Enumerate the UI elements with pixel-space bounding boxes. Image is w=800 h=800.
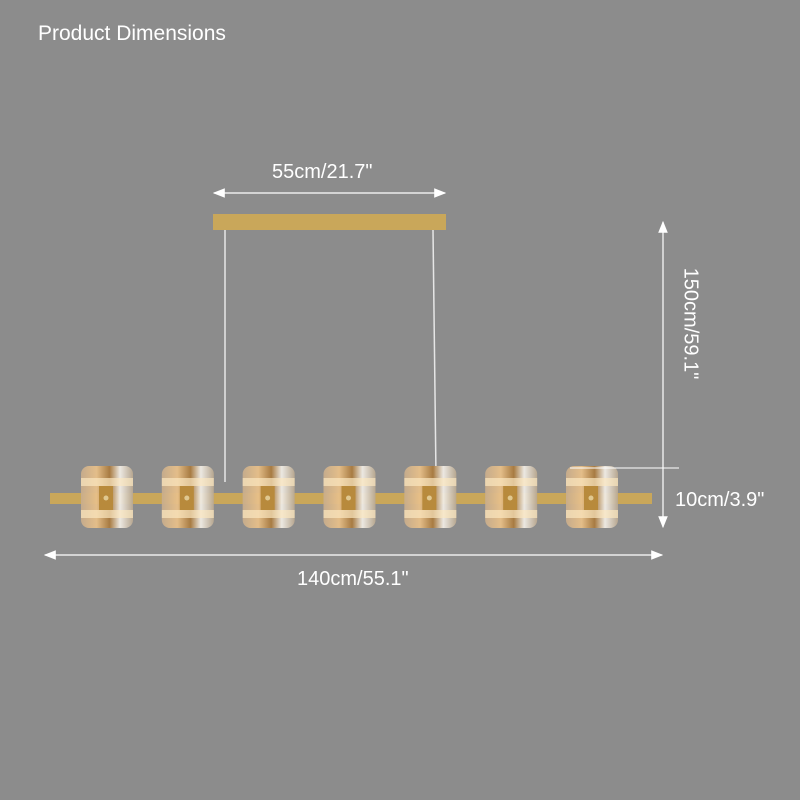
glass-shade [404,466,457,528]
glass-shade [242,466,295,528]
glass-shade [566,466,618,528]
canopy-width-label: 55cm/21.7" [272,161,373,183]
shade-height-label: 10cm/3.9" [675,489,765,511]
page-title: Product Dimensions [38,22,226,45]
canopy [213,214,446,230]
glass-shade [81,466,133,528]
height-label: 150cm/59.1" [679,267,702,380]
shades [81,466,618,528]
glass-shade [161,466,214,528]
cable [432,229,437,477]
glass-shade [323,466,376,528]
glass-shade [485,466,538,528]
total-length-label: 140cm/55.1" [297,568,409,590]
